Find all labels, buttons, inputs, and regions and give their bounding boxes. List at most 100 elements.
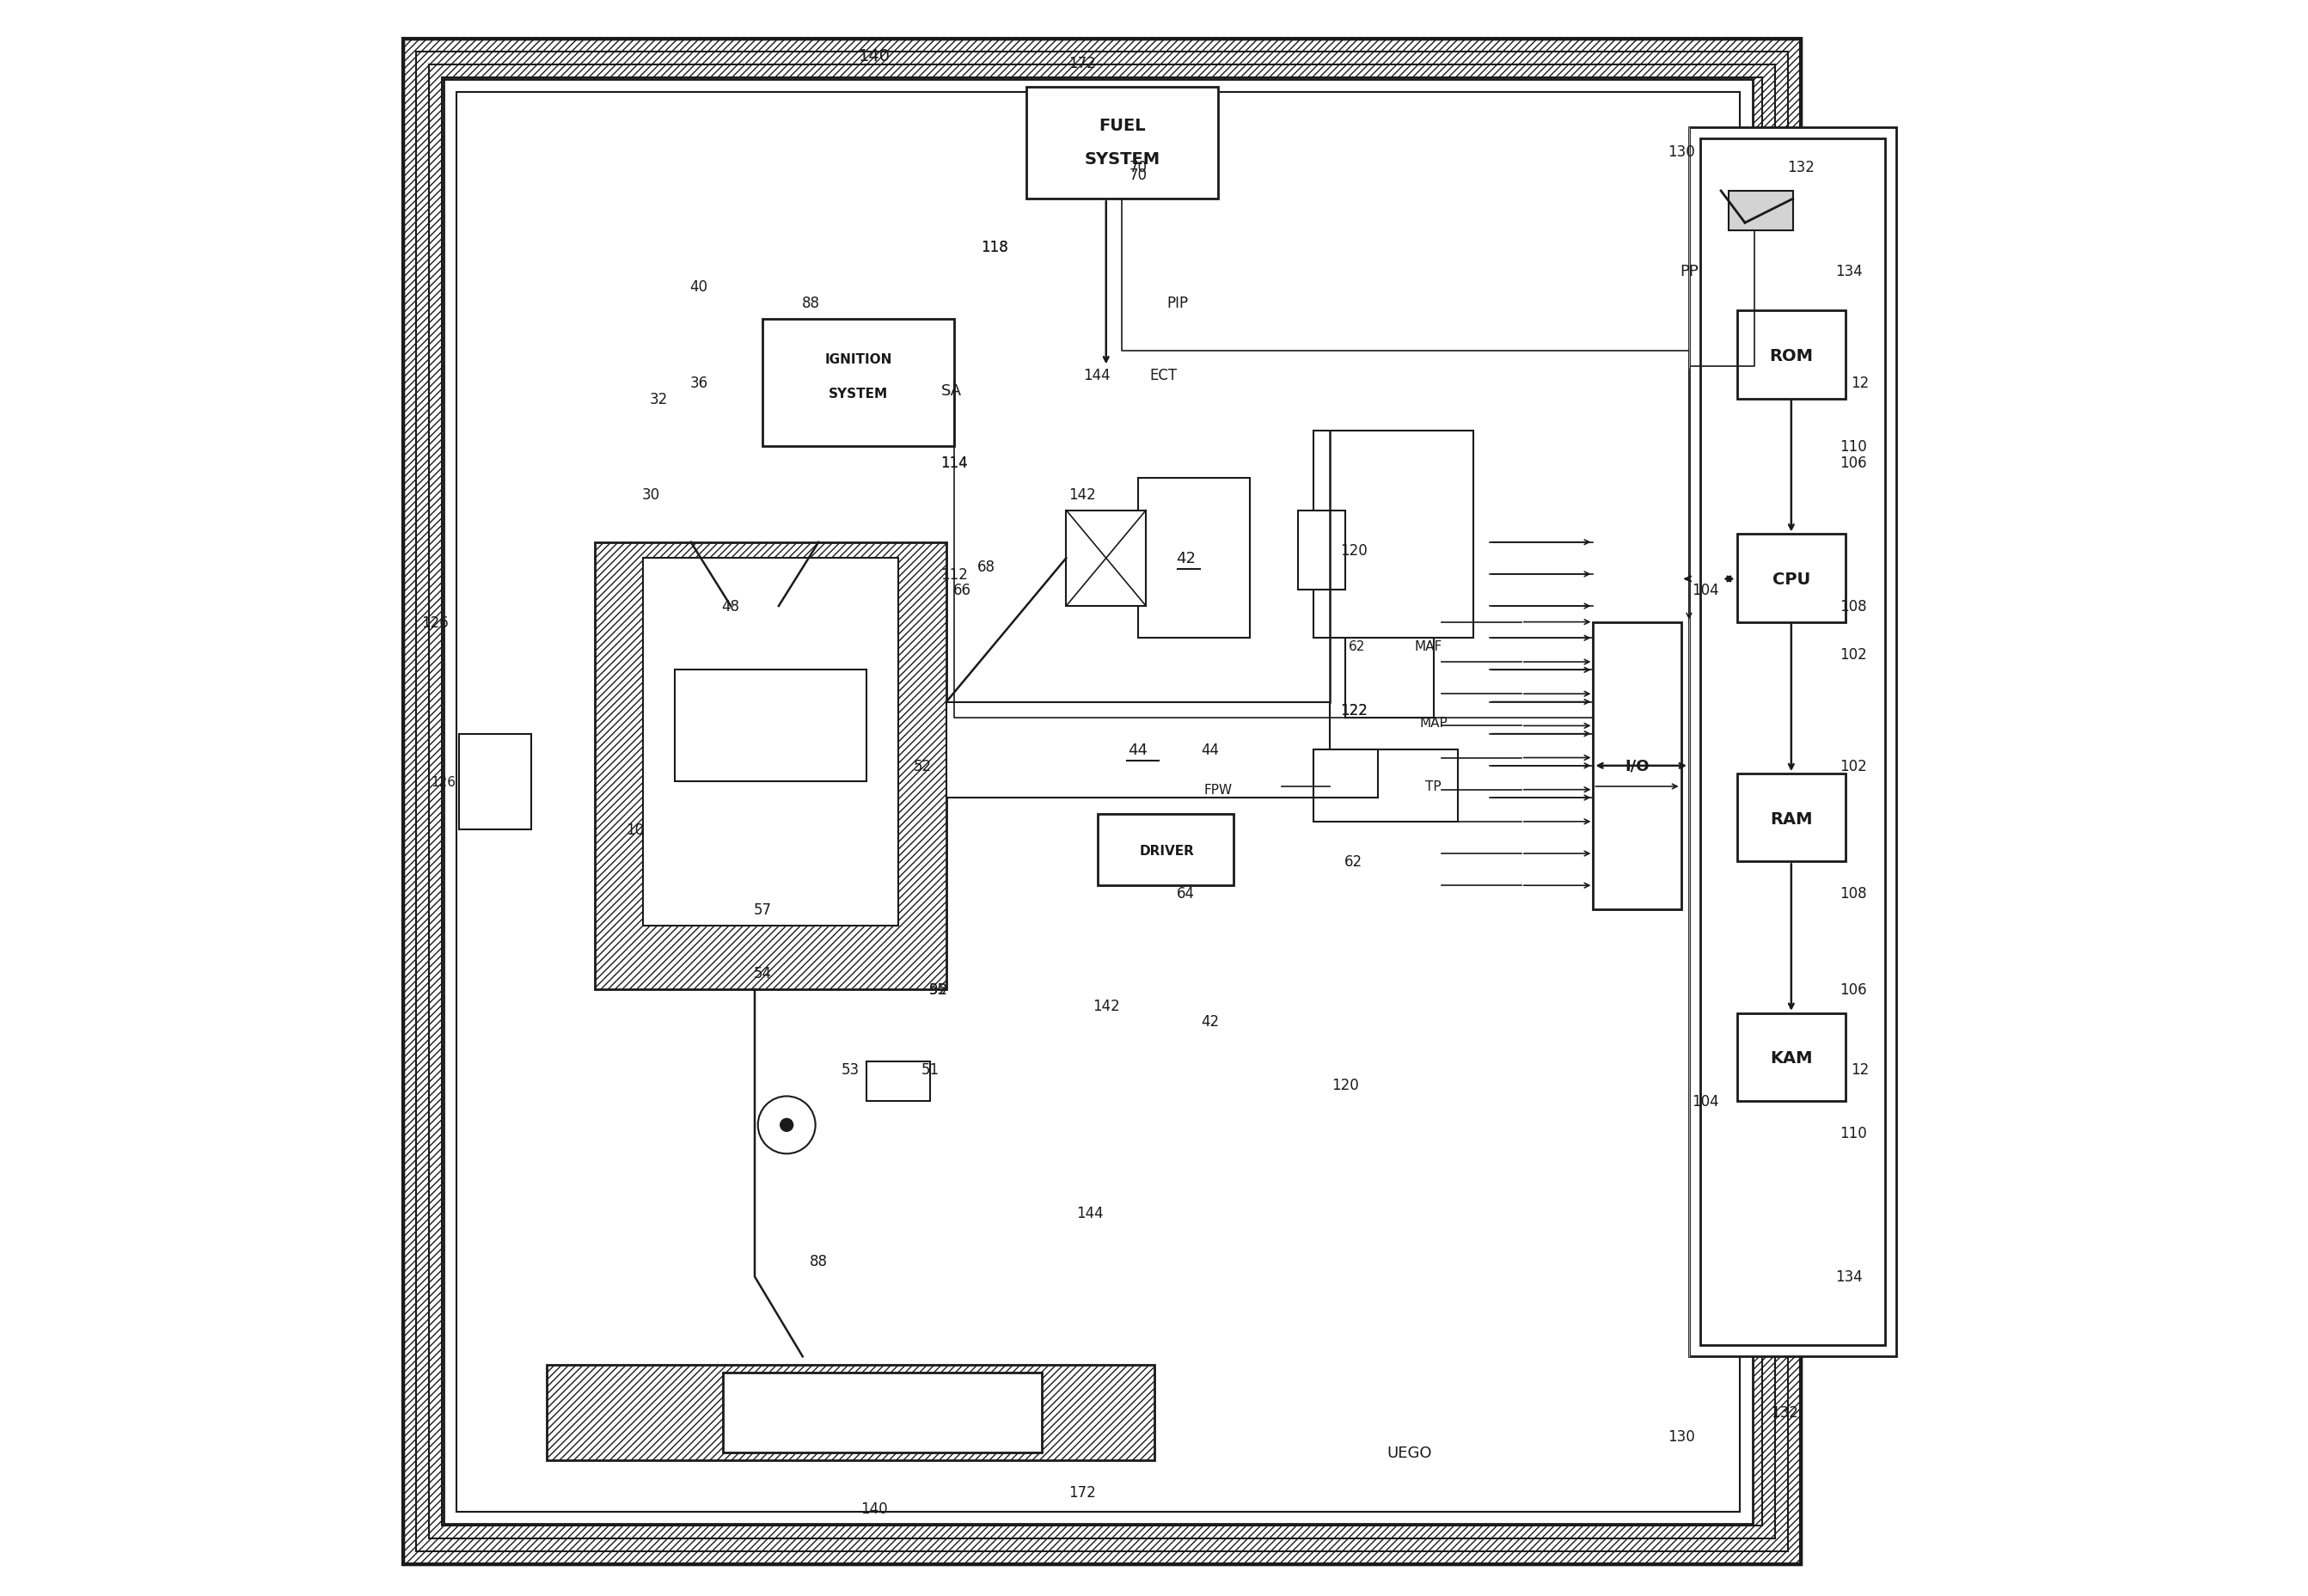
Text: 126: 126 xyxy=(432,776,455,788)
Text: 122: 122 xyxy=(1341,702,1366,718)
Text: 12: 12 xyxy=(1851,375,1869,391)
Text: 122: 122 xyxy=(1341,702,1366,718)
FancyBboxPatch shape xyxy=(1297,511,1346,591)
Text: 66: 66 xyxy=(953,583,972,598)
Text: 92: 92 xyxy=(930,982,949,998)
Text: FUEL: FUEL xyxy=(1099,118,1145,134)
FancyBboxPatch shape xyxy=(1346,575,1433,718)
Text: 12: 12 xyxy=(1851,1061,1869,1077)
Text: 106: 106 xyxy=(1839,455,1867,471)
Text: 62: 62 xyxy=(1346,854,1362,870)
Text: 44: 44 xyxy=(1129,742,1147,758)
Text: 51: 51 xyxy=(921,1061,939,1077)
Text: RAM: RAM xyxy=(1770,811,1812,827)
Text: 118: 118 xyxy=(981,239,1009,255)
FancyBboxPatch shape xyxy=(946,702,1329,798)
Text: 140: 140 xyxy=(861,1500,889,1516)
Text: 120: 120 xyxy=(1341,543,1366,559)
FancyBboxPatch shape xyxy=(1729,192,1793,231)
FancyBboxPatch shape xyxy=(1689,128,1897,1357)
Text: CPU: CPU xyxy=(1773,571,1809,587)
Text: 132: 132 xyxy=(1786,160,1814,176)
Text: IGNITION: IGNITION xyxy=(824,353,893,365)
Text: UEGO: UEGO xyxy=(1387,1444,1431,1460)
Text: 114: 114 xyxy=(942,455,967,471)
FancyBboxPatch shape xyxy=(1738,535,1846,622)
Text: 144: 144 xyxy=(1076,1205,1103,1221)
Text: 52: 52 xyxy=(914,758,932,774)
Text: MAF: MAF xyxy=(1415,640,1442,653)
FancyBboxPatch shape xyxy=(1313,750,1378,798)
Text: 70: 70 xyxy=(1129,168,1147,184)
Text: 10: 10 xyxy=(625,822,644,838)
Text: 36: 36 xyxy=(690,375,709,391)
Text: 102: 102 xyxy=(1839,646,1867,662)
Text: MAP: MAP xyxy=(1419,717,1447,729)
Text: 88: 88 xyxy=(801,295,819,311)
FancyBboxPatch shape xyxy=(866,1061,930,1101)
FancyBboxPatch shape xyxy=(674,670,866,782)
Text: 134: 134 xyxy=(1835,263,1863,279)
FancyBboxPatch shape xyxy=(1099,814,1235,886)
Text: 70: 70 xyxy=(1129,160,1147,176)
Text: 110: 110 xyxy=(1839,439,1867,455)
Text: 57: 57 xyxy=(755,902,771,918)
FancyBboxPatch shape xyxy=(1593,622,1680,910)
FancyBboxPatch shape xyxy=(1313,750,1456,822)
Text: 144: 144 xyxy=(1082,367,1110,383)
Text: 44: 44 xyxy=(1200,742,1219,758)
Text: 132: 132 xyxy=(1770,1404,1798,1420)
Text: 130: 130 xyxy=(1666,144,1694,160)
FancyBboxPatch shape xyxy=(1313,431,1473,638)
FancyBboxPatch shape xyxy=(1738,774,1846,862)
Text: PIP: PIP xyxy=(1168,295,1189,311)
Text: 172: 172 xyxy=(1069,56,1096,72)
FancyBboxPatch shape xyxy=(722,1373,1043,1452)
Text: 142: 142 xyxy=(1069,487,1096,503)
FancyBboxPatch shape xyxy=(1027,88,1219,200)
Text: 104: 104 xyxy=(1692,1093,1719,1109)
FancyBboxPatch shape xyxy=(1701,139,1886,1345)
Text: 54: 54 xyxy=(755,966,771,982)
FancyBboxPatch shape xyxy=(1066,511,1147,606)
Text: KAM: KAM xyxy=(1770,1050,1812,1066)
Text: 114: 114 xyxy=(942,455,967,471)
Text: 42: 42 xyxy=(1200,1013,1219,1029)
Text: I/O: I/O xyxy=(1625,758,1650,774)
Text: FPW: FPW xyxy=(1205,784,1232,796)
Text: 48: 48 xyxy=(722,598,741,614)
Text: 110: 110 xyxy=(1839,1125,1867,1141)
Text: 172: 172 xyxy=(1069,1484,1096,1500)
Text: 108: 108 xyxy=(1839,886,1867,902)
Text: 134: 134 xyxy=(1835,1269,1863,1285)
Text: 30: 30 xyxy=(642,487,660,503)
Text: 106: 106 xyxy=(1839,982,1867,998)
Text: 142: 142 xyxy=(1092,998,1119,1013)
Text: SA: SA xyxy=(942,383,962,399)
Text: 126: 126 xyxy=(422,614,450,630)
FancyBboxPatch shape xyxy=(644,559,898,926)
Text: 68: 68 xyxy=(976,559,995,575)
Text: 120: 120 xyxy=(1332,1077,1359,1093)
Text: 40: 40 xyxy=(690,279,709,295)
FancyBboxPatch shape xyxy=(1138,479,1251,638)
Text: ECT: ECT xyxy=(1149,367,1177,383)
Text: 88: 88 xyxy=(810,1253,829,1269)
Text: 62: 62 xyxy=(1348,640,1364,653)
Text: SYSTEM: SYSTEM xyxy=(1085,152,1161,168)
Text: 102: 102 xyxy=(1839,758,1867,774)
Text: DRIVER: DRIVER xyxy=(1140,844,1193,857)
Text: 118: 118 xyxy=(981,239,1009,255)
Text: 104: 104 xyxy=(1692,583,1719,598)
Text: ROM: ROM xyxy=(1770,348,1814,364)
FancyBboxPatch shape xyxy=(443,80,1752,1524)
Text: 42: 42 xyxy=(1177,551,1196,567)
Text: 140: 140 xyxy=(859,48,891,64)
Text: 130: 130 xyxy=(1666,1428,1694,1444)
Text: 32: 32 xyxy=(651,391,667,407)
FancyBboxPatch shape xyxy=(459,734,531,830)
Text: 108: 108 xyxy=(1839,598,1867,614)
Text: 55: 55 xyxy=(930,982,946,998)
FancyBboxPatch shape xyxy=(1738,1013,1846,1101)
Text: PP: PP xyxy=(1680,263,1699,279)
